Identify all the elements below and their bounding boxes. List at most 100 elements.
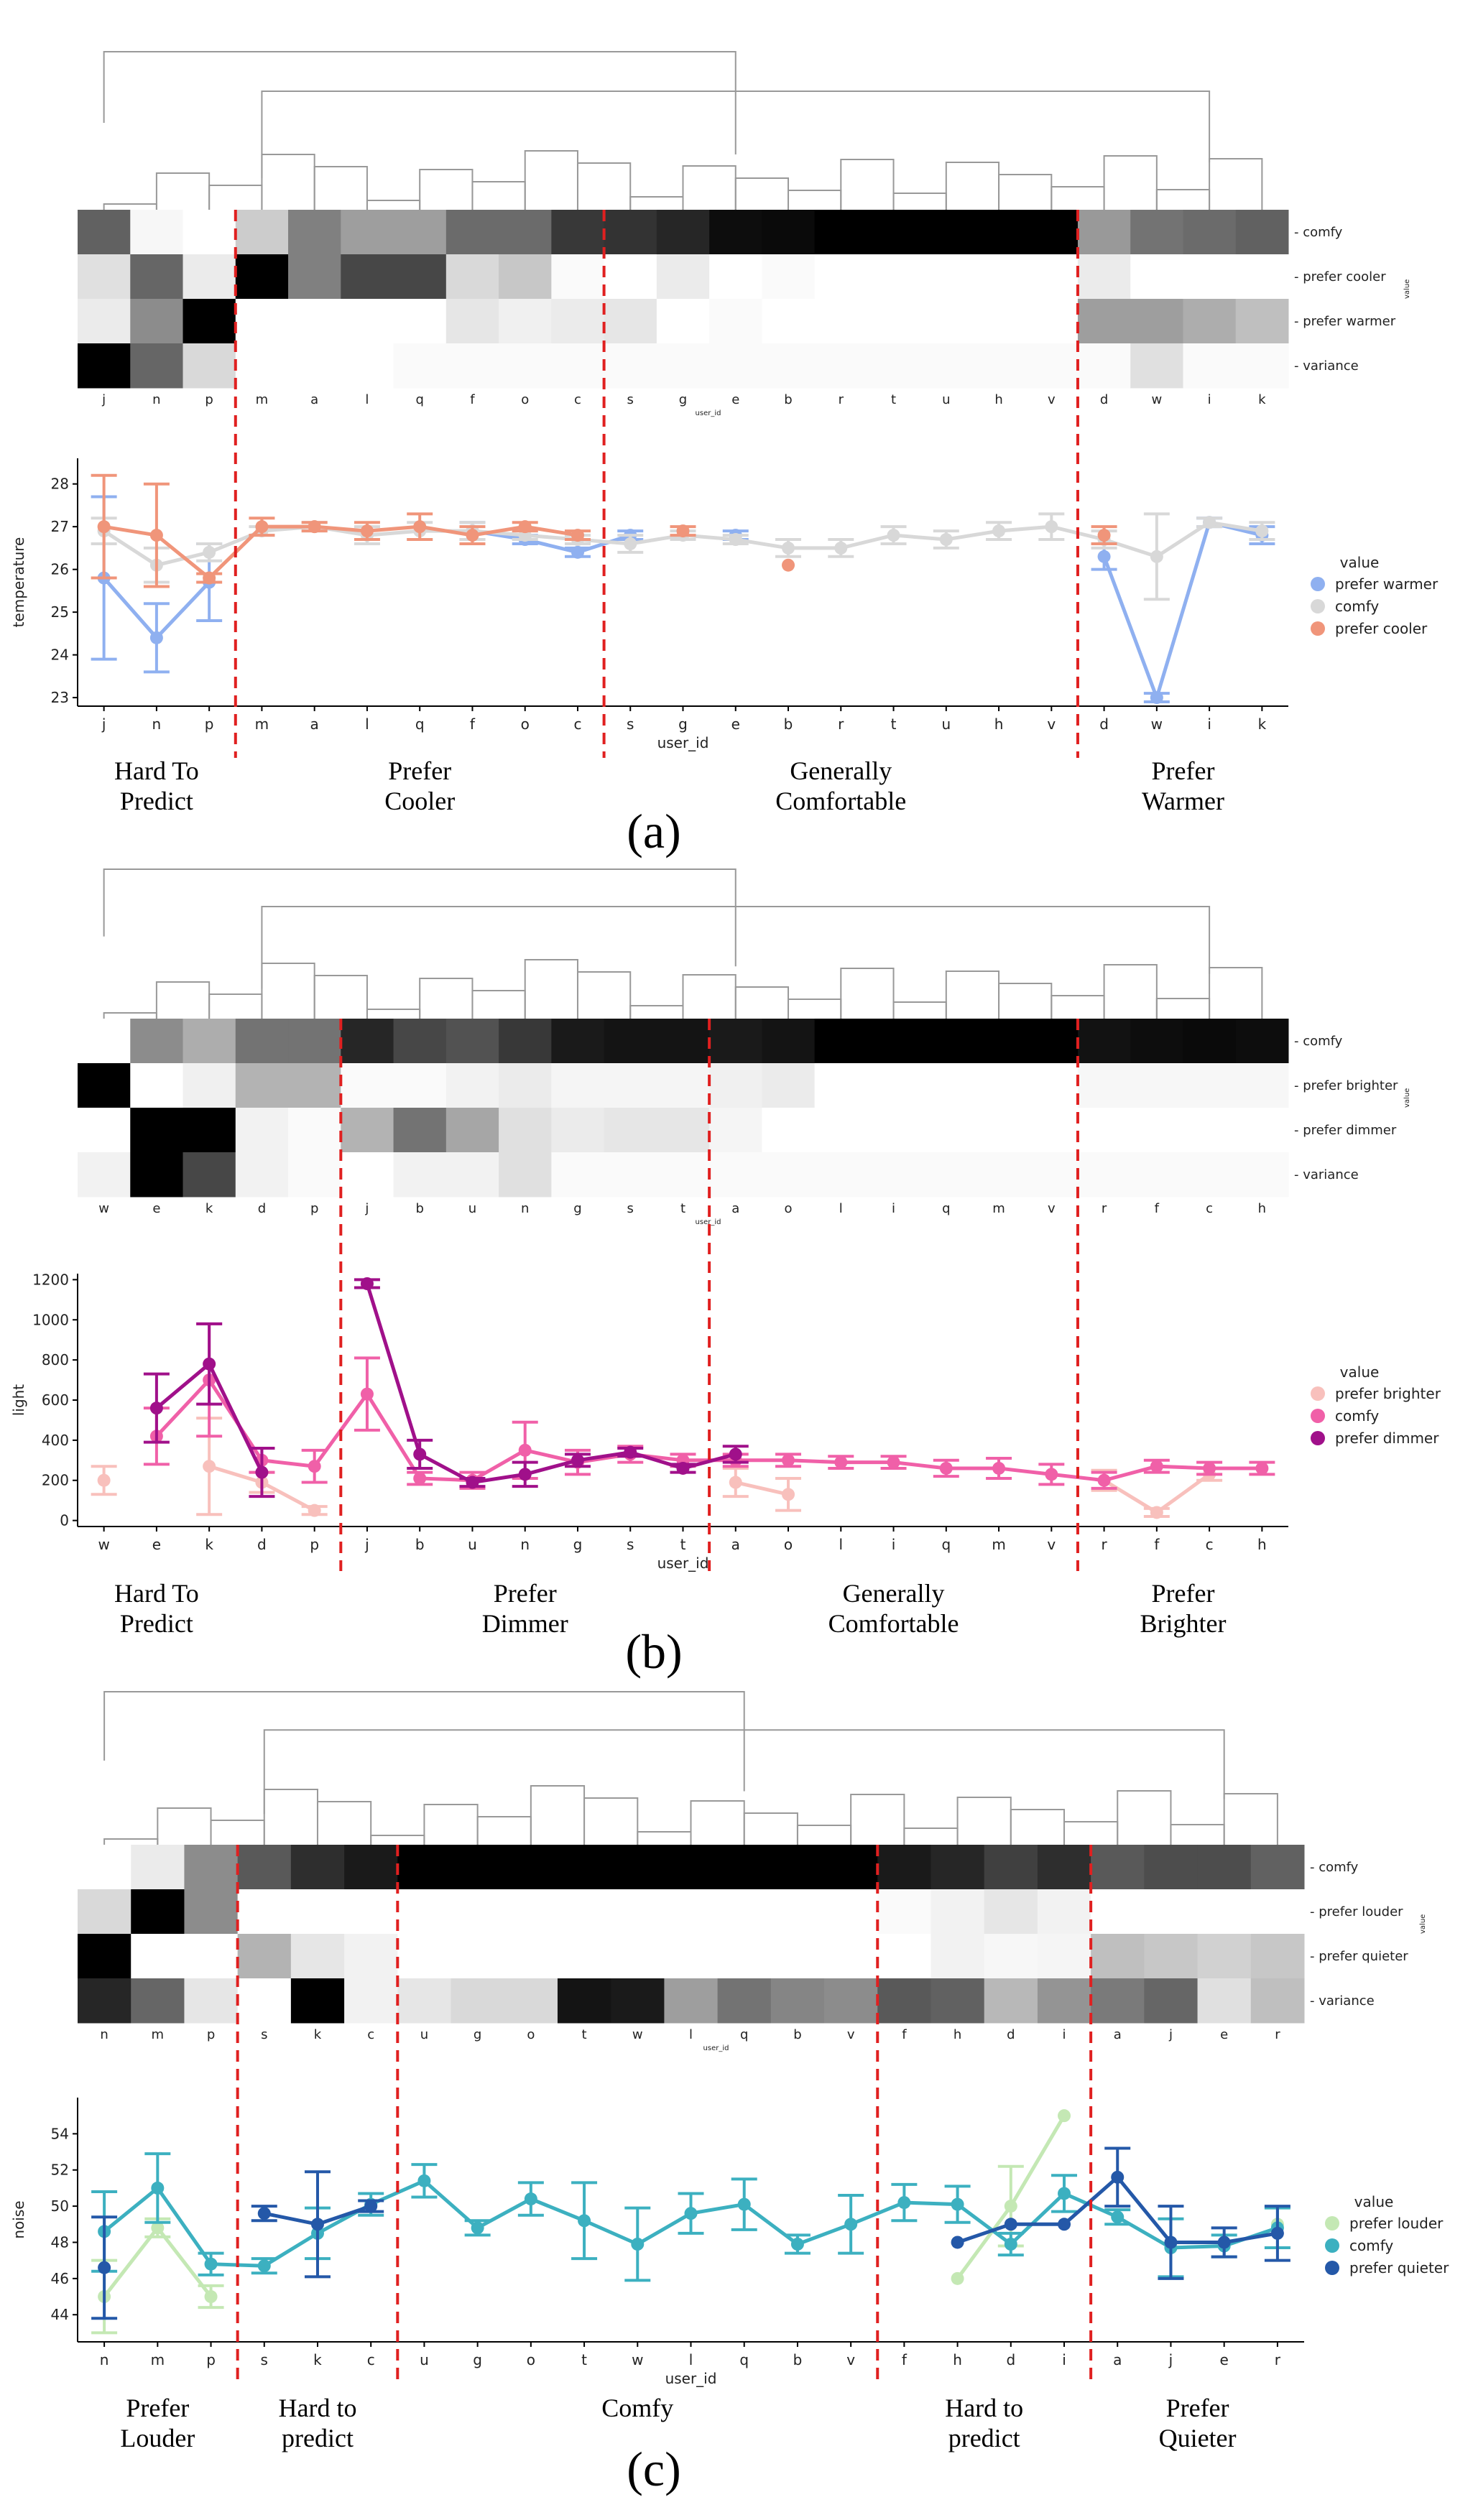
heatmap-cell [604,1108,657,1153]
dendrogram-link [103,51,736,154]
heatmap-cell [1025,210,1079,255]
dendrogram-link [208,993,263,1019]
heatmap-cell [1130,210,1183,255]
data-point [466,1476,479,1489]
heatmap-cell [931,1845,985,1890]
legend-entry: prefer dimmer [1335,1430,1439,1447]
heatmap-cell [824,1978,878,2024]
heatmap-cell [130,1063,184,1108]
heatmap-col-label: h [994,392,1002,407]
heatmap-cell [557,1845,611,1890]
heatmap-col-label: f [470,392,475,407]
data-point [413,1447,427,1461]
legend-entry: prefer louder [1349,2215,1444,2232]
heatmap-cell [445,1108,499,1153]
heatmap-cell [1235,254,1289,300]
heatmap-cell [1183,254,1237,300]
heatmap-cell [1197,1845,1252,1890]
data-point [790,2238,804,2251]
data-point [1150,1506,1163,1519]
x-tick-label: a [310,715,319,733]
dendrogram-link [1103,964,1158,1019]
heatmap-cell [656,254,710,300]
heatmap-cell [344,1934,398,1979]
heatmap-cell [762,210,816,255]
data-point [1004,2200,1017,2213]
heatmap-cell [78,1019,131,1064]
data-point [737,2197,751,2211]
heatmap-cell [1183,1019,1237,1064]
group-caption: predict [948,2424,1020,2452]
y-tick-label: 52 [51,2162,69,2179]
heatmap-cell [920,299,973,344]
heatmap-cell [604,299,657,344]
heatmap-col-label: q [740,2027,748,2042]
data-point [1164,2236,1178,2249]
heatmap-cell [709,1063,762,1108]
data-point [257,2259,271,2273]
data-point [887,529,900,542]
x-tick-label: k [205,1536,213,1553]
data-point [203,545,216,559]
heatmap-col-label: b [793,2027,801,2042]
x-tick-label: f [1154,1536,1160,1553]
heatmap-cell [130,299,184,344]
heatmap-cell [393,1063,447,1108]
legend-entry: comfy [1335,1407,1379,1425]
data-point [1058,2109,1071,2123]
data-point [1004,2218,1017,2231]
heatmap-cell [604,210,657,255]
heatmap-col-label: p [207,2027,215,2042]
legend-title: value [1340,1363,1380,1381]
dendrogram-link [155,172,211,210]
heatmap-cell [1235,299,1289,344]
heatmap-cell [1037,1934,1091,1979]
heatmap-cell [709,254,762,300]
dendrogram-link [313,166,368,210]
heatmap-cell [709,299,762,344]
x-tick-label: h [1257,1536,1267,1553]
data-point [518,520,532,534]
heatmap-cell [183,1063,236,1108]
data-point [97,1473,111,1487]
heatmap-cell [1235,1019,1289,1064]
x-tick-label: s [627,1536,634,1553]
y-tick-label: 44 [51,2306,69,2323]
heatmap-cell [604,1152,657,1198]
heatmap-cell [131,1934,185,1979]
x-tick-label: j [101,715,106,733]
data-point [413,520,427,534]
data-point [310,2218,324,2231]
group-caption: Prefer [494,1579,557,1608]
heatmap-cell [656,1063,710,1108]
heatmap-cell [867,254,920,300]
group-caption: Cooler [384,787,455,815]
data-point [571,1453,584,1467]
heatmap-cell [824,1845,878,1890]
heatmap-cell [451,1978,505,2024]
data-point [571,545,584,559]
heatmap-cell [551,1152,605,1198]
group-caption: Hard to [945,2394,1023,2422]
legend-marker [1311,1409,1325,1423]
heatmap-cell [877,1978,931,2024]
group-caption: Warmer [1142,787,1224,815]
heatmap-value-label: value [1403,1088,1411,1108]
data-point [1150,550,1163,563]
heatmap-cell [762,254,816,300]
heatmap-col-label: l [689,2027,693,2042]
heatmap-cell [78,343,131,389]
heatmap-cell [814,1063,868,1108]
group-caption: Comfortable [775,787,906,815]
x-tick-label: t [891,715,897,733]
x-tick-label: r [838,715,844,733]
heatmap-cell [1250,1978,1305,2024]
heatmap-col-label: j [1168,2027,1173,2042]
data-point [992,1461,1006,1475]
heatmap-cell [664,1978,719,2024]
heatmap-col-label: i [1063,2027,1066,2042]
group-caption: Prefer [1152,1579,1215,1608]
data-point [524,2192,537,2206]
heatmap-cell [867,343,920,389]
x-tick-label: v [1047,1536,1056,1553]
